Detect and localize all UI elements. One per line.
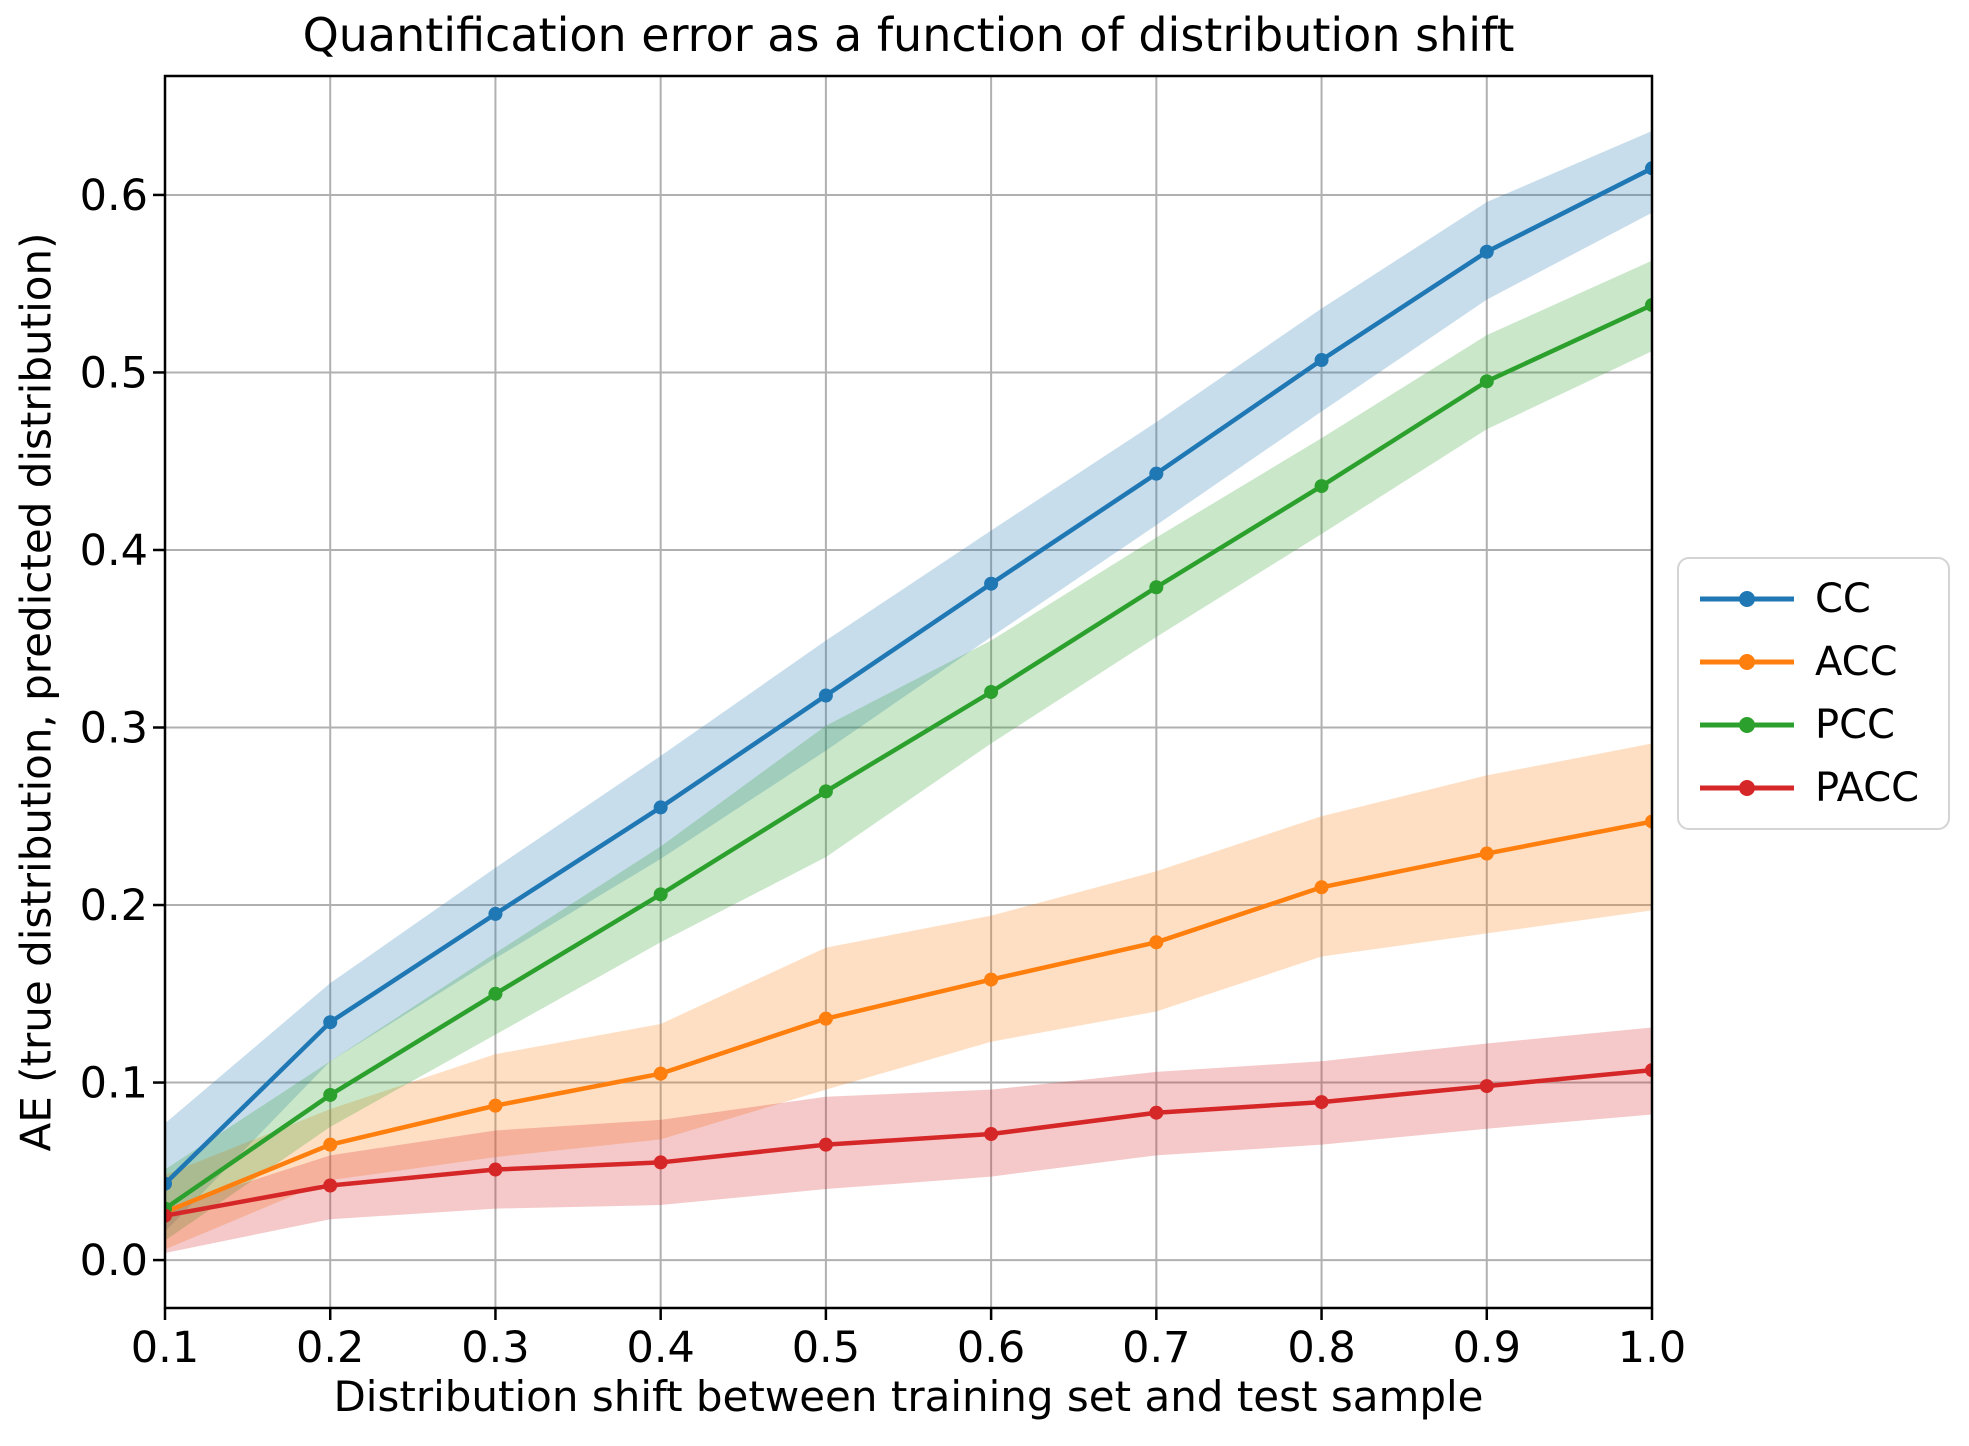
marker-pacc — [1149, 1105, 1164, 1120]
svg-text:1.0: 1.0 — [1618, 1323, 1686, 1373]
marker-acc — [1149, 935, 1164, 950]
marker-acc — [1645, 814, 1652, 829]
confidence-bands — [165, 131, 1652, 1253]
marker-pacc — [165, 1208, 172, 1223]
x-tick-labels: 0.1 0.2 0.3 0.4 0.5 0.6 0.7 0.8 0.9 1.0 — [131, 1323, 1686, 1373]
svg-text:0.2: 0.2 — [80, 881, 148, 931]
x-ticks — [163, 1308, 1654, 1320]
band-cc — [165, 131, 1652, 1232]
marker-cc — [1645, 161, 1652, 176]
y-ticks — [153, 193, 165, 1262]
axes-frame — [163, 74, 1654, 1310]
svg-text:0.9: 0.9 — [1453, 1323, 1521, 1373]
marker-cc — [984, 576, 999, 591]
marker-pcc — [488, 986, 503, 1001]
marker-pacc — [818, 1137, 833, 1152]
legend-entry-pcc: PCC — [1697, 705, 1948, 745]
band-acc — [165, 743, 1652, 1250]
marker-pcc — [323, 1087, 338, 1102]
marker-acc — [653, 1066, 668, 1081]
marker-pcc — [984, 685, 999, 699]
svg-text:0.6: 0.6 — [80, 171, 148, 221]
marker-acc — [323, 1137, 338, 1152]
marker-pacc — [1479, 1079, 1494, 1094]
marker-pacc — [488, 1162, 503, 1177]
svg-text:0.6: 0.6 — [957, 1323, 1025, 1373]
band-pcc — [165, 260, 1652, 1241]
marker-cc — [1314, 353, 1329, 368]
legend-label-pcc: PCC — [1815, 702, 1895, 749]
legend-entry-cc: CC — [1697, 579, 1948, 619]
svg-text:0.0: 0.0 — [80, 1236, 148, 1286]
marker-acc — [984, 972, 999, 987]
legend-swatch-acc-line-marker-icon — [1700, 653, 1794, 670]
line-pacc — [165, 1067, 1652, 1218]
legend-swatch-pacc-line-marker-icon — [1700, 780, 1794, 797]
chart-title: Quantification error as a function of di… — [302, 8, 1515, 62]
svg-text:0.2: 0.2 — [296, 1323, 364, 1373]
line-pcc — [165, 302, 1652, 1211]
series-lines — [165, 161, 1652, 1223]
marker-pacc — [653, 1155, 668, 1170]
marker-cc — [488, 906, 503, 921]
line-acc — [165, 819, 1652, 1215]
marker-acc — [1479, 846, 1494, 861]
svg-text:0.5: 0.5 — [80, 348, 148, 398]
marker-pcc — [1149, 580, 1164, 595]
marker-cc — [323, 1015, 338, 1030]
y-axis-label: AE (true distribution, predicted distrib… — [11, 232, 61, 1152]
svg-text:0.7: 0.7 — [1122, 1323, 1190, 1373]
svg-text:0.1: 0.1 — [131, 1323, 199, 1373]
legend-label-pacc: PACC — [1815, 765, 1920, 812]
legend-entry-pacc: PACC — [1697, 768, 1948, 808]
marker-acc — [488, 1098, 503, 1113]
marker-cc — [818, 688, 833, 703]
marker-acc — [1314, 880, 1329, 895]
svg-text:0.4: 0.4 — [626, 1323, 694, 1373]
marker-acc — [818, 1011, 833, 1026]
marker-cc — [653, 800, 668, 815]
marker-cc — [165, 1176, 172, 1191]
svg-text:0.3: 0.3 — [461, 1323, 529, 1373]
marker-pacc — [1645, 1063, 1652, 1078]
marker-cc — [1479, 244, 1494, 259]
marker-pcc — [1314, 479, 1329, 494]
marker-pcc — [653, 887, 668, 902]
line-cc — [165, 166, 1652, 1186]
svg-text:0.5: 0.5 — [792, 1323, 860, 1373]
y-tick-labels: 0.0 0.1 0.2 0.3 0.4 0.5 0.6 — [80, 171, 148, 1286]
marker-pcc — [1645, 298, 1652, 313]
legend-label-acc: ACC — [1815, 638, 1898, 685]
x-axis-label: Distribution shift between training set … — [333, 1372, 1484, 1421]
marker-pcc — [818, 784, 833, 799]
marker-pcc — [1479, 374, 1494, 389]
svg-text:0.3: 0.3 — [80, 704, 148, 754]
marker-cc — [1149, 466, 1164, 481]
legend-label-cc: CC — [1815, 575, 1871, 622]
legend-swatch-cc-line-marker-icon — [1700, 590, 1794, 607]
marker-pacc — [1314, 1095, 1329, 1110]
legend-entry-acc: ACC — [1697, 642, 1948, 682]
marker-pacc — [984, 1127, 999, 1142]
svg-text:0.1: 0.1 — [80, 1059, 148, 1109]
legend-swatch-pcc-line-marker-icon — [1700, 717, 1794, 734]
svg-text:0.4: 0.4 — [80, 526, 148, 576]
marker-pacc — [323, 1178, 338, 1193]
svg-text:0.8: 0.8 — [1287, 1323, 1355, 1373]
legend: CC ACC PCC PACC — [1677, 557, 1950, 830]
